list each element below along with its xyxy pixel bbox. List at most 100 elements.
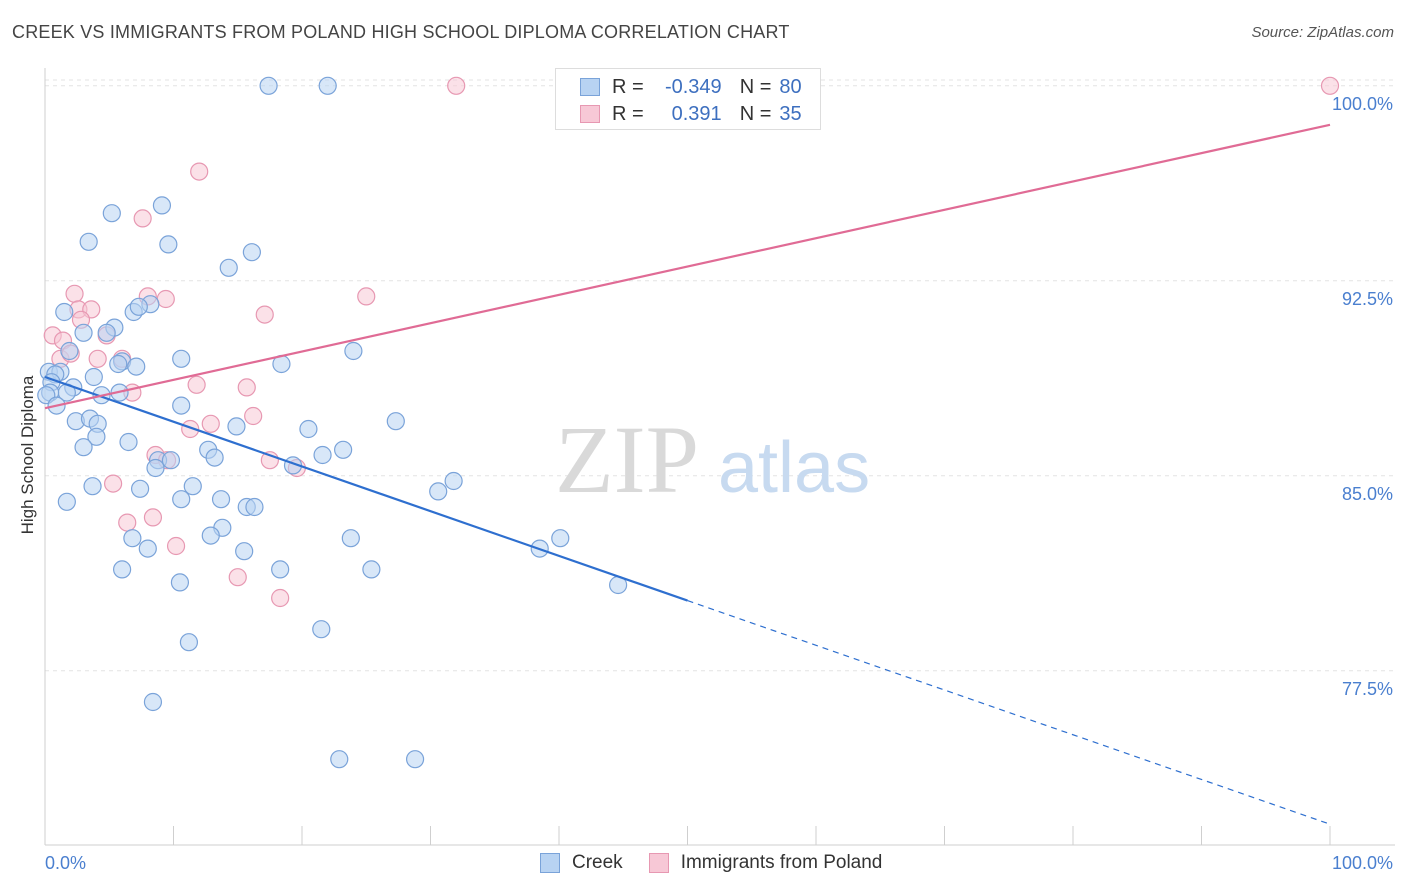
- data-point-creek: [74, 438, 93, 457]
- data-point-creek: [79, 232, 98, 251]
- data-point-creek: [172, 396, 191, 415]
- x-tick-label: 100.0%: [1332, 853, 1393, 873]
- data-point-creek: [161, 451, 181, 470]
- y-axis-label: High School Diploma: [18, 375, 37, 535]
- data-point-poland: [156, 289, 175, 309]
- legend-swatch-creek: [580, 78, 600, 96]
- data-point-creek: [74, 323, 93, 342]
- legend-item-poland[interactable]: Immigrants from Poland: [648, 852, 883, 874]
- data-point-creek: [242, 243, 261, 262]
- data-point-creek: [235, 542, 254, 561]
- data-point-creek: [444, 471, 463, 491]
- data-point-poland: [255, 305, 274, 324]
- data-point-poland: [1320, 76, 1340, 95]
- data-point-creek: [152, 196, 172, 215]
- data-point-poland: [65, 284, 84, 303]
- legend-row-creek: R = -0.349 N = 80: [580, 75, 802, 99]
- data-point-poland: [133, 209, 152, 228]
- data-point-creek: [313, 445, 332, 465]
- source-credit: Source: ZipAtlas.com: [1251, 24, 1394, 41]
- series-legend: Creek Immigrants from Poland: [540, 852, 908, 874]
- data-point-poland: [228, 568, 247, 587]
- data-point-creek: [83, 477, 102, 496]
- axes: [44, 68, 1395, 846]
- data-point-creek: [179, 633, 199, 652]
- data-point-creek: [138, 539, 157, 558]
- legend-r-label: R =: [612, 75, 644, 98]
- data-point-creek: [109, 354, 128, 374]
- data-point-creek: [183, 477, 202, 496]
- data-point-creek: [119, 432, 138, 452]
- legend-n-label: N =: [739, 75, 772, 98]
- series-poland-points: [43, 76, 1340, 608]
- data-point-creek: [172, 490, 191, 509]
- data-point-creek: [227, 417, 246, 436]
- data-point-creek: [312, 620, 331, 639]
- legend-r-value: 0.391: [671, 102, 722, 125]
- data-point-creek: [330, 750, 349, 769]
- series-creek-points: [37, 76, 628, 769]
- y-tick-label: 100.0%: [1332, 94, 1393, 114]
- legend-n-value: 80: [779, 75, 802, 98]
- data-point-creek: [57, 492, 76, 511]
- data-point-creek: [299, 419, 318, 439]
- trend-line-creek: [44, 375, 688, 602]
- legend-row-poland: R = 0.391 N = 35: [580, 102, 802, 126]
- data-point-creek: [245, 497, 264, 517]
- data-point-poland: [244, 406, 263, 426]
- data-point-creek: [97, 323, 116, 342]
- correlation-legend: R = -0.349 N = 80 R = 0.391 N = 35: [555, 68, 821, 130]
- data-point-creek: [143, 692, 163, 712]
- y-tick-label: 85.0%: [1342, 484, 1393, 504]
- legend-swatch-poland: [648, 853, 669, 873]
- legend-label-creek: Creek: [572, 852, 623, 873]
- data-point-creek: [129, 297, 148, 316]
- data-point-creek: [123, 529, 142, 548]
- data-point-creek: [146, 458, 165, 478]
- data-point-creek: [172, 349, 191, 368]
- data-point-creek: [318, 76, 337, 95]
- data-point-poland: [447, 76, 466, 95]
- legend-r-value: -0.349: [664, 75, 722, 98]
- tick-labels: 77.5% 85.0% 92.5% 100.0% 0.0% 100.0%: [45, 94, 1393, 873]
- data-point-poland: [187, 375, 206, 394]
- data-point-creek: [362, 560, 381, 579]
- data-point-poland: [143, 508, 163, 527]
- legend-swatch-poland: [580, 105, 600, 123]
- data-point-creek: [55, 302, 74, 322]
- data-point-creek: [112, 560, 132, 579]
- legend-item-creek[interactable]: Creek: [540, 852, 623, 874]
- data-point-poland: [190, 162, 209, 181]
- data-point-creek: [205, 448, 224, 467]
- legend-swatch-creek: [540, 853, 560, 873]
- data-point-creek: [127, 357, 146, 376]
- data-point-poland: [271, 588, 290, 608]
- data-point-creek: [211, 490, 231, 509]
- data-point-poland: [237, 378, 256, 397]
- legend-label-poland: Immigrants from Poland: [680, 852, 883, 873]
- watermark-atlas: atlas: [718, 428, 870, 508]
- watermark: ZIP atlas: [555, 406, 870, 513]
- y-tick-label: 92.5%: [1342, 289, 1393, 309]
- data-point-creek: [102, 204, 121, 223]
- data-point-creek: [170, 573, 190, 592]
- data-point-creek: [219, 258, 238, 277]
- trend-line-creek-extension: [687, 600, 1331, 825]
- data-point-poland: [166, 536, 186, 556]
- data-point-poland: [181, 419, 200, 439]
- data-point-creek: [551, 529, 570, 548]
- data-point-creek: [334, 440, 353, 459]
- data-point-creek: [201, 526, 220, 545]
- data-point-creek: [159, 235, 178, 254]
- data-point-creek: [259, 76, 278, 95]
- grid-lines: [45, 79, 1395, 672]
- data-point-creek: [429, 482, 448, 501]
- data-point-creek: [271, 560, 290, 579]
- trend-lines: [44, 123, 1331, 825]
- trend-line-poland: [44, 123, 1331, 410]
- data-point-poland: [118, 513, 137, 532]
- data-point-creek: [130, 479, 150, 498]
- legend-n-value: 35: [779, 102, 802, 125]
- data-point-poland: [88, 349, 107, 368]
- data-point-creek: [344, 341, 363, 361]
